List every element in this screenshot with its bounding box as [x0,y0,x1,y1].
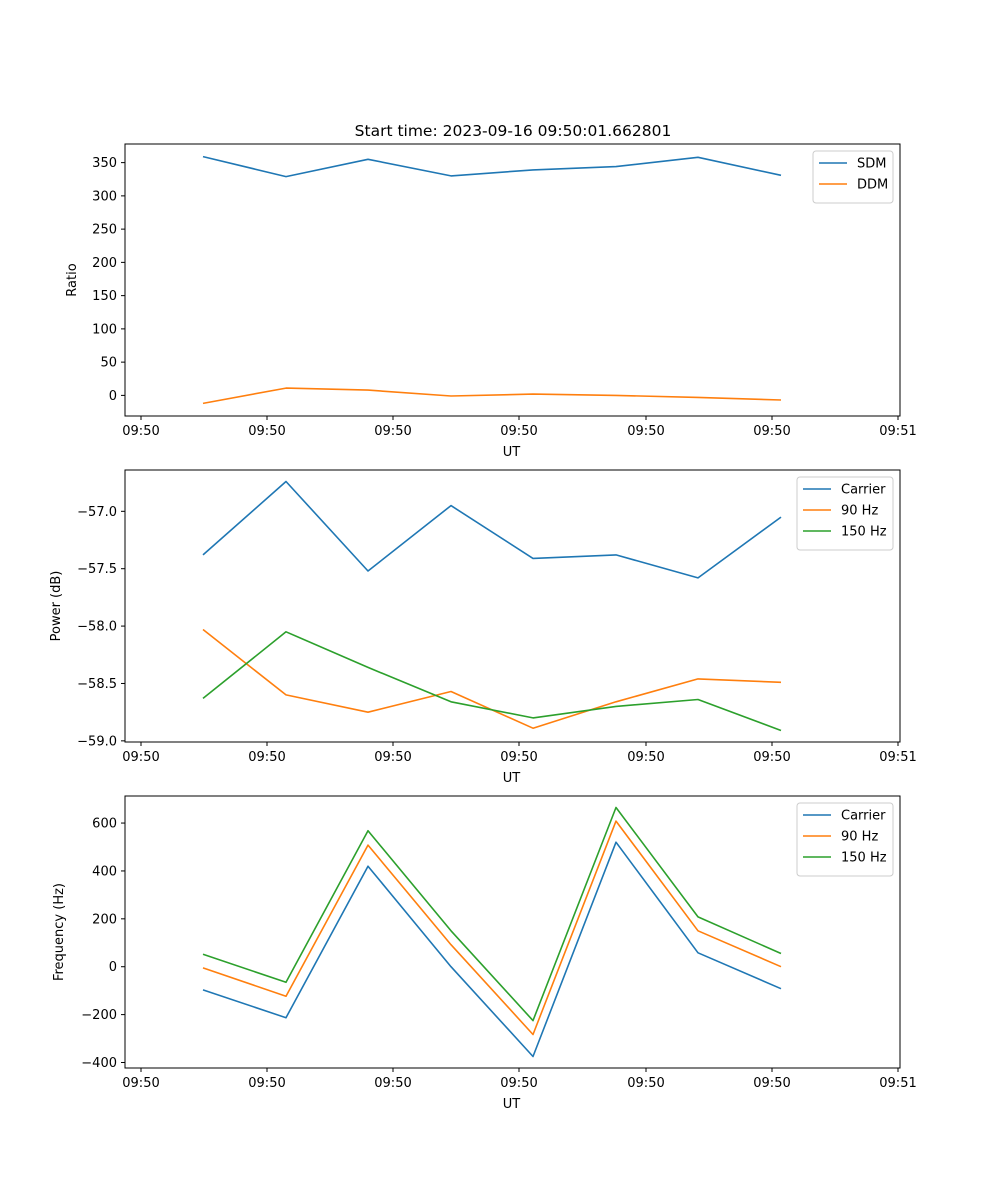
legend-label: 150 Hz [841,525,887,540]
x-tick-label: 09:51 [879,750,916,765]
legend-label: SDM [857,157,886,172]
legend-label: 150 Hz [841,851,887,866]
y-tick-label: −58.5 [77,677,117,692]
x-axis-label: UT [503,1097,521,1112]
x-tick-label: 09:51 [879,1076,916,1091]
y-tick-label: 50 [100,356,117,371]
x-tick-label: 09:50 [248,750,285,765]
x-tick-label: 09:50 [122,750,159,765]
axes-frame [124,143,901,417]
legend-label: DDM [857,178,888,193]
x-tick-label: 09:50 [374,1076,411,1091]
x-tick-label: 09:50 [500,750,537,765]
legend-label: Carrier [841,483,886,498]
y-tick-label: 200 [92,912,117,927]
chart-panel-1: 09:50 09:50 09:50 09:50 09:50 09:50 09:51 0 50 10… [65,143,917,460]
series-line-150-hz [202,630,782,732]
y-axis-label: Ratio [65,263,80,296]
y-tick-label: 0 [109,960,117,975]
x-tick-label: 09:50 [627,750,664,765]
legend-label: Carrier [841,809,886,824]
y-tick-label: −200 [81,1008,117,1023]
series-line-carrier [202,480,782,579]
series-line-sdm [202,155,782,178]
y-tick-label: −59.0 [77,734,117,749]
series-line-90-hz [202,628,782,730]
x-tick-label: 09:50 [500,424,537,439]
chart-panel-3: 09:50 09:50 09:50 09:50 09:50 09:50 09:51 −400 −… [52,795,917,1112]
axes-frame [124,469,901,743]
x-tick-label: 09:50 [753,1076,790,1091]
axes-frame [124,795,901,1069]
series-line-90-hz [202,820,782,1036]
y-axis-label: Power (dB) [49,571,64,642]
series-line-ddm [202,387,782,405]
x-tick-label: 09:50 [374,424,411,439]
y-tick-label: 100 [92,322,117,337]
x-tick-label: 09:50 [248,1076,285,1091]
series-line-150-hz [202,806,782,1022]
figure-title: Start time: 2023-09-16 09:50:01.662801 [355,122,672,140]
x-tick-label: 09:50 [753,424,790,439]
x-tick-label: 09:50 [500,1076,537,1091]
x-tick-label: 09:50 [122,424,159,439]
legend-box [812,150,894,204]
y-tick-label: 600 [92,817,117,832]
x-tick-label: 09:50 [627,424,664,439]
y-tick-label: 400 [92,864,117,879]
x-axis-label: UT [503,445,521,460]
y-tick-label: −57.5 [77,562,117,577]
chart-panel-2: 09:50 09:50 09:50 09:50 09:50 09:50 09:51 −59.0… [49,469,917,786]
y-tick-label: −400 [81,1056,117,1071]
y-tick-label: 0 [109,389,117,404]
x-tick-label: 09:50 [627,1076,664,1091]
y-axis-label: Frequency (Hz) [52,883,67,981]
legend-label: 90 Hz [841,504,878,519]
x-tick-label: 09:51 [879,424,916,439]
x-tick-label: 09:50 [122,1076,159,1091]
y-tick-label: 150 [92,289,117,304]
legend-label: 90 Hz [841,830,878,845]
x-tick-label: 09:50 [374,750,411,765]
y-tick-label: 300 [92,189,117,204]
x-tick-label: 09:50 [248,424,285,439]
y-tick-label: 250 [92,223,117,238]
x-axis-label: UT [503,771,521,786]
x-tick-label: 09:50 [753,750,790,765]
y-tick-label: 350 [92,156,117,171]
y-tick-label: −57.0 [77,505,117,520]
y-tick-label: 200 [92,256,117,271]
series-line-carrier [202,841,782,1058]
y-tick-label: −58.0 [77,620,117,635]
